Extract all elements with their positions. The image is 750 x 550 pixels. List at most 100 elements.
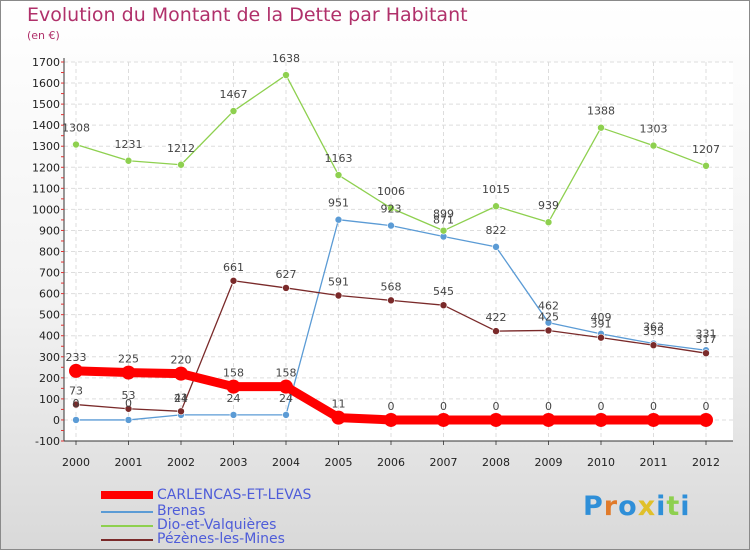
data-point-brenas [387, 221, 395, 230]
data-point-dio [72, 140, 80, 149]
data-point-pezenes [702, 349, 710, 357]
x-tick-label: 2012 [692, 456, 720, 469]
data-point-pezenes [649, 341, 658, 349]
data-point-brenas [72, 416, 80, 424]
data-point-carlencas [594, 412, 608, 427]
y-tick-label: 1700 [32, 56, 60, 69]
legend-swatch-dio [101, 525, 153, 527]
data-label-pezenes: 41 [174, 391, 188, 404]
data-point-carlencas [121, 365, 136, 380]
data-label-carlencas: 0 [440, 400, 447, 413]
data-point-pezenes [334, 291, 343, 300]
y-tick-label: 1200 [32, 161, 60, 174]
data-point-pezenes [124, 404, 133, 413]
legend-swatch-carlencas [101, 491, 153, 499]
data-label-carlencas: 158 [276, 367, 297, 380]
data-label-pezenes: 355 [643, 325, 664, 338]
data-label-pezenes: 391 [591, 318, 612, 331]
data-label-brenas: 0 [73, 397, 80, 410]
data-label-pezenes: 568 [381, 280, 402, 293]
logo-letter: P [583, 491, 604, 522]
data-point-pezenes [229, 276, 238, 285]
y-tick-label: 0 [53, 414, 60, 427]
logo-letter: o [618, 491, 638, 522]
y-tick-label: -100 [35, 435, 60, 448]
y-tick-label: 1400 [32, 119, 60, 132]
logo-letter: x [637, 491, 657, 522]
y-tick-label: 500 [39, 309, 60, 322]
x-tick-label: 2003 [220, 456, 248, 469]
data-label-carlencas: 0 [388, 400, 395, 413]
legend-label-pezenes: Pézènes-les-Mines [157, 531, 285, 547]
logo-letter: t [666, 491, 681, 522]
data-point-dio [702, 162, 710, 170]
x-tick-label: 2006 [377, 456, 405, 469]
data-label-brenas: 951 [328, 197, 349, 210]
y-tick-label: 900 [39, 224, 60, 237]
data-point-dio [597, 123, 605, 132]
data-label-dio: 1231 [115, 138, 143, 151]
data-point-carlencas [331, 410, 346, 425]
data-point-brenas [334, 215, 343, 224]
data-point-carlencas [646, 412, 661, 427]
data-label-dio: 1015 [482, 183, 510, 196]
data-label-pezenes: 422 [486, 311, 507, 324]
data-label-carlencas: 0 [493, 400, 500, 413]
data-label-pezenes: 53 [122, 389, 136, 402]
x-tick-label: 2004 [272, 456, 300, 469]
data-point-pezenes [544, 326, 553, 335]
chart-title: Evolution du Montant de la Dette par Hab… [27, 4, 468, 26]
x-tick-label: 2008 [482, 456, 510, 469]
chart-subtitle: (en €) [27, 29, 60, 42]
data-label-brenas: 24 [174, 392, 188, 405]
y-tick-label: 1300 [32, 140, 60, 153]
data-point-carlencas [384, 412, 398, 427]
y-tick-label: 400 [39, 330, 60, 343]
logo-letter: r [603, 491, 619, 522]
legend-item-carlencas: CARLENCAS-ET-LEVAS [101, 487, 401, 504]
data-point-dio [124, 156, 133, 165]
x-tick-label: 2001 [115, 456, 143, 469]
data-label-carlencas: 0 [598, 400, 605, 413]
y-tick-label: 700 [39, 267, 60, 280]
data-point-pezenes [282, 284, 290, 292]
data-point-dio [177, 160, 185, 169]
data-label-brenas: 923 [381, 203, 402, 216]
data-point-pezenes [439, 301, 448, 309]
y-tick-label: 1600 [32, 77, 60, 90]
legend-label-carlencas: CARLENCAS-ET-LEVAS [157, 487, 312, 503]
legend-item-dio: Dio-et-Valquières [101, 517, 401, 534]
data-label-carlencas: 0 [545, 400, 552, 413]
data-point-carlencas [436, 412, 451, 427]
data-label-pezenes: 545 [433, 285, 454, 298]
data-point-brenas [544, 318, 553, 327]
data-label-pezenes: 591 [328, 276, 349, 289]
data-point-carlencas [699, 412, 713, 427]
data-label-dio: 939 [538, 199, 559, 212]
data-label-pezenes: 425 [538, 310, 559, 323]
data-point-carlencas [226, 379, 241, 394]
data-label-brenas: 871 [433, 214, 454, 227]
data-point-carlencas [279, 379, 293, 394]
data-point-dio [282, 71, 290, 79]
data-point-pezenes [492, 327, 500, 335]
y-tick-label: 1000 [32, 203, 60, 216]
data-label-pezenes: 317 [696, 333, 717, 346]
y-tick-label: 1500 [32, 98, 60, 111]
data-point-dio [387, 204, 395, 212]
legend-label-dio: Dio-et-Valquières [157, 517, 277, 533]
x-tick-label: 2010 [587, 456, 615, 469]
data-label-carlencas: 11 [332, 398, 346, 411]
data-label-carlencas: 0 [650, 400, 657, 413]
logo-letter: i [656, 491, 667, 522]
data-label-dio: 1467 [220, 88, 248, 101]
data-point-dio [439, 226, 448, 235]
data-point-carlencas [174, 366, 188, 381]
legend-item-brenas: Brenas [101, 503, 401, 520]
line-chart: -100010020030040050060070080090010001100… [32, 52, 733, 469]
data-point-brenas [282, 411, 290, 419]
legend-label-brenas: Brenas [157, 503, 206, 519]
data-point-carlencas [489, 412, 503, 427]
data-label-brenas: 24 [227, 392, 241, 405]
